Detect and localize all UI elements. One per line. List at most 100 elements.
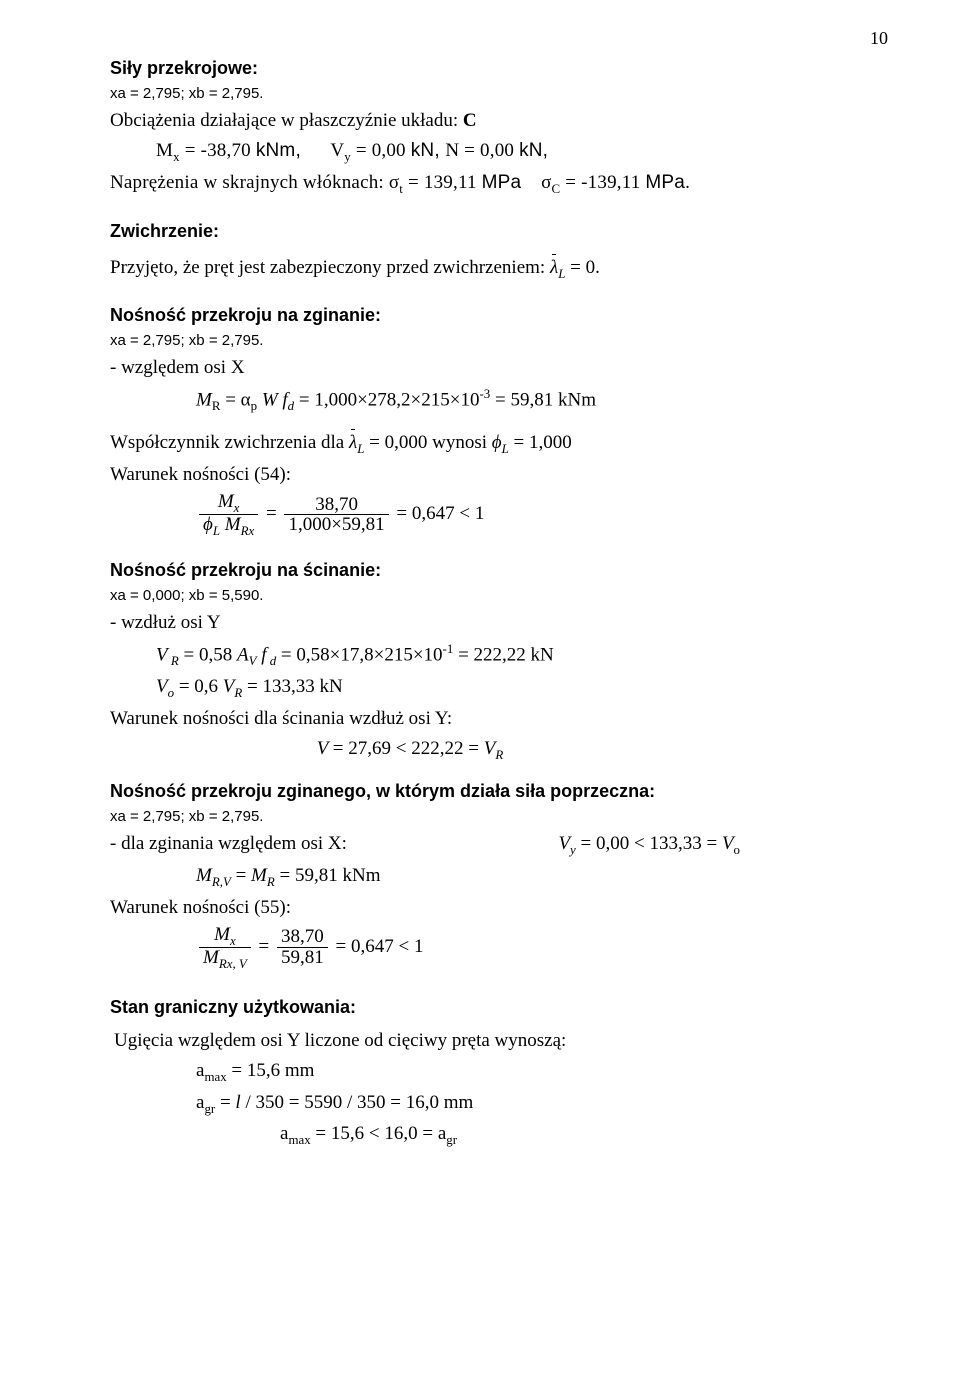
vr-res: = 222,22 kN bbox=[453, 644, 553, 665]
mx-sub: x bbox=[173, 149, 180, 164]
page: 10 Siły przekrojowe: xa = 2,795; xb = 2,… bbox=[0, 0, 960, 1379]
f54-den-phi-sub: L bbox=[213, 523, 220, 538]
coords-3: xa = 2,795; xb = 2,795. bbox=[110, 332, 880, 349]
mr-M: M bbox=[196, 390, 212, 411]
coords-1: xa = 2,795; xb = 2,795. bbox=[110, 85, 880, 102]
vo-val: = 0,6 bbox=[174, 676, 223, 697]
cond54-text: Warunek nośności (54): bbox=[110, 462, 880, 488]
last-s2: gr bbox=[446, 1132, 457, 1147]
sigma-t-val: = 139,11 bbox=[403, 172, 482, 193]
vr-exp: -1 bbox=[443, 641, 454, 656]
f54-den-phi: ϕ bbox=[203, 514, 213, 535]
cond-scinanie-text: Warunek nośności dla ścinania wzdłuż osi… bbox=[110, 706, 880, 732]
mrv-eq: = bbox=[231, 865, 251, 886]
s5-Vy: V bbox=[558, 833, 570, 854]
heading-scinanie: Nośność przekroju na ścinanie: bbox=[110, 560, 880, 581]
agr-val: = bbox=[215, 1092, 235, 1113]
f55-den-V: , V bbox=[232, 956, 246, 971]
load-line-text: Obciążenia działające w płaszczyźnie ukł… bbox=[110, 110, 463, 131]
f55-den2: 59,81 bbox=[277, 947, 328, 968]
vr-f: f bbox=[256, 644, 266, 665]
amax-val: = 15,6 mm bbox=[227, 1060, 315, 1081]
coeff-line: Współczynnik zwichrzenia dla λL = 0,000 … bbox=[110, 429, 880, 458]
heading-uzytkowania: Stan graniczny użytkowania: bbox=[110, 997, 880, 1018]
last-line: amax = 15,6 < 16,0 = agr bbox=[110, 1121, 880, 1149]
eq-sign-55: = bbox=[259, 936, 274, 957]
n-val: N = 0,00 bbox=[445, 140, 519, 161]
coords-4: xa = 0,000; xb = 5,590. bbox=[110, 587, 880, 604]
stress-pre: Naprężenia w skrajnych włóknach: bbox=[110, 172, 389, 193]
cs-VR: V bbox=[484, 738, 496, 759]
f54-num2: 38,70 bbox=[284, 495, 388, 515]
mr-res: = 59,81 kNm bbox=[490, 390, 596, 411]
coeff-pre: Współczynnik zwichrzenia dla bbox=[110, 432, 349, 453]
cond-scinanie-expr: V = 27,69 < 222,22 = VR bbox=[110, 736, 880, 764]
moments-line: Mx = -38,70 kNm, Vy = 0,00 kN, N = 0,00 … bbox=[110, 138, 880, 166]
f55-res: = 0,647 < 1 bbox=[336, 936, 424, 957]
load-line: Obciążenia działające w płaszczyźnie ukł… bbox=[110, 108, 880, 134]
mrv-R: R bbox=[267, 874, 275, 889]
f54-num-sub: x bbox=[234, 500, 240, 515]
heading-zginanie: Nośność przekroju na zginanie: bbox=[110, 305, 880, 326]
frac-55-left: Mx MRx, V bbox=[199, 925, 251, 971]
vr-V: V bbox=[156, 644, 168, 665]
ugiecia-line: Ugięcia względem osi Y liczone od cięciw… bbox=[114, 1028, 880, 1054]
f55-den-sub: Rx bbox=[219, 956, 233, 971]
mx-sym: M bbox=[156, 140, 173, 161]
agr-expr: / 350 = 5590 / 350 = 16,0 mm bbox=[241, 1092, 474, 1113]
f55-den-M: M bbox=[203, 947, 219, 968]
f55-num-M: M bbox=[214, 924, 230, 945]
sigma-c-unit: MPa bbox=[645, 172, 685, 193]
lambda-sym-2: λ bbox=[349, 432, 357, 453]
eq-sign-54: = bbox=[266, 503, 281, 524]
sigma-c-sym: σ bbox=[541, 172, 551, 193]
lambda-sym: λ bbox=[550, 257, 558, 278]
vo-V: V bbox=[156, 676, 168, 697]
zw-pre: Przyjęto, że pręt jest zabezpieczony prz… bbox=[110, 257, 550, 278]
load-line-bold: C bbox=[463, 110, 477, 131]
mrv-M2: M bbox=[251, 865, 267, 886]
frac-55-right: 38,70 59,81 bbox=[277, 927, 328, 968]
lambda-bar-2: λ bbox=[349, 429, 357, 456]
last-mid: = 15,6 < 16,0 = bbox=[311, 1123, 438, 1144]
frac-54-right: 38,70 1,000×59,81 bbox=[284, 495, 388, 536]
cond55-text: Warunek nośności (55): bbox=[110, 895, 880, 921]
stress-line: Naprężenia w skrajnych włóknach: σt = 13… bbox=[110, 170, 880, 198]
amax-sub: max bbox=[204, 1069, 226, 1084]
f54-num-M: M bbox=[218, 491, 234, 512]
vr-line: V R = 0,58 AV f d = 0,58×17,8×215×10-1 =… bbox=[110, 640, 880, 670]
axis-y-line: - wzdłuż osi Y bbox=[110, 610, 880, 636]
frac-54-left: Mx ϕL MRx bbox=[199, 492, 258, 538]
page-number: 10 bbox=[870, 28, 888, 49]
mrv-RV: R,V bbox=[212, 874, 231, 889]
heading-poprzeczna: Nośność przekroju zginanego, w którym dz… bbox=[110, 781, 880, 802]
heading-zwichrzenie: Zwichrzenie: bbox=[110, 221, 880, 242]
f55-num2: 38,70 bbox=[277, 927, 328, 947]
sigma-t-sym: σ bbox=[389, 172, 399, 193]
vr-A: A bbox=[237, 644, 249, 665]
coords-5: xa = 2,795; xb = 2,795. bbox=[110, 808, 880, 825]
mrv-res: = 59,81 kNm bbox=[275, 865, 381, 886]
heading-sily: Siły przekrojowe: bbox=[110, 58, 880, 79]
agr-line: agr = l / 350 = 5590 / 350 = 16,0 mm bbox=[110, 1090, 880, 1118]
vr-eq: = 0,58×17,8×215×10 bbox=[276, 644, 442, 665]
phi-sub: L bbox=[502, 441, 509, 456]
zwichrzenie-line: Przyjęto, że pręt jest zabezpieczony prz… bbox=[110, 254, 880, 283]
last-s1: max bbox=[288, 1132, 310, 1147]
vr-d: d bbox=[266, 653, 276, 668]
mr-mid: W f bbox=[262, 390, 288, 411]
mrv-line: MR,V = MR = 59,81 kNm bbox=[110, 863, 880, 891]
mx-val: = -38,70 bbox=[180, 140, 256, 161]
cs-R: R bbox=[495, 747, 503, 762]
amax-line: amax = 15,6 mm bbox=[110, 1058, 880, 1086]
sigma-c-val: = -139,11 bbox=[560, 172, 645, 193]
sigma-t-unit: MPa bbox=[482, 172, 522, 193]
lambda-bar: λ bbox=[550, 254, 558, 281]
f55-num-sub: x bbox=[230, 933, 236, 948]
s5-Vo: V bbox=[722, 833, 734, 854]
vr-pre: = 0,58 bbox=[179, 644, 237, 665]
cond54-expr: Mx ϕL MRx = 38,70 1,000×59,81 = 0,647 < … bbox=[110, 492, 880, 538]
s5-first-row: - dla zginania względem osi X: Vy = 0,00… bbox=[110, 831, 880, 859]
mr-alpha-sub: p bbox=[251, 398, 257, 413]
vo-line: Vo = 0,6 VR = 133,33 kN bbox=[110, 674, 880, 702]
